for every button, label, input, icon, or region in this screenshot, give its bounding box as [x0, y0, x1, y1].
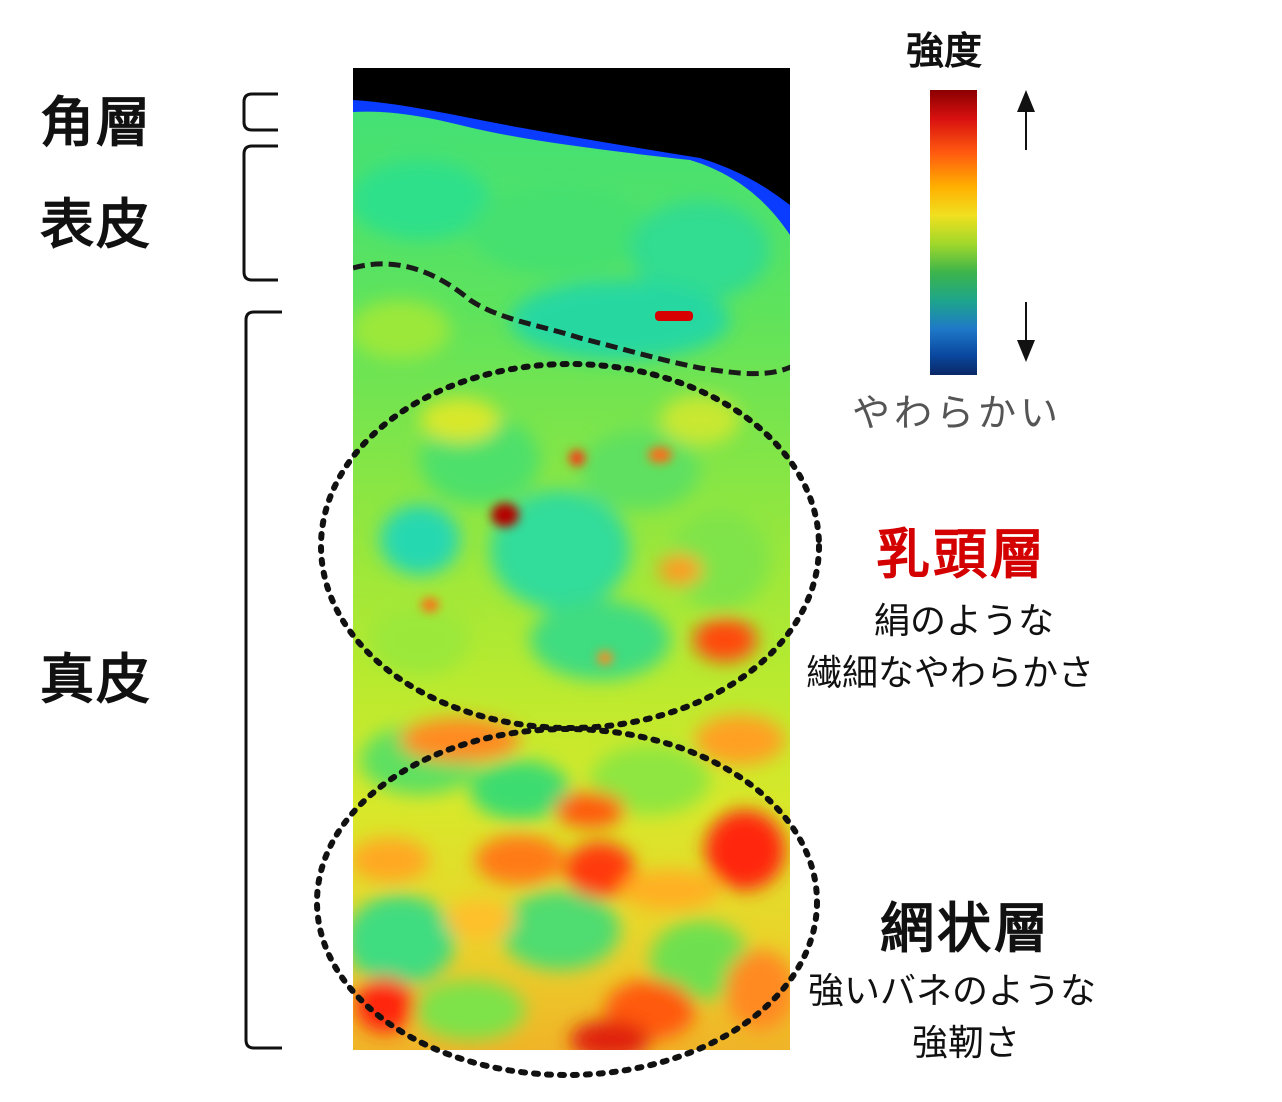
- epidermis-bracket: [242, 144, 278, 282]
- label-dermis: 真皮: [40, 648, 152, 711]
- reticular-layer-title: 網状層: [880, 897, 1051, 960]
- label-epidermis: 表皮: [40, 193, 152, 256]
- label-stratum-corneum: 角層: [40, 91, 152, 154]
- scale-bottom-label: やわらかい: [852, 391, 1063, 435]
- stratum-corneum-bracket: [242, 92, 278, 132]
- arrow-up-icon: [1017, 90, 1035, 150]
- reticular-layer-desc-line1: 強いバネのような: [808, 971, 1097, 1012]
- papillary-layer-desc-line2: 繊細なやわらかさ: [806, 653, 1095, 694]
- papillary-layer-title: 乳頭層: [876, 523, 1047, 586]
- arrow-down-icon: [1017, 302, 1035, 362]
- strength-color-scale: [930, 90, 977, 375]
- reticular-layer-desc-line2: 強靭さ: [912, 1023, 1021, 1064]
- dermis-bracket: [244, 310, 282, 1050]
- reticular-region-outline: [314, 726, 820, 1078]
- papillary-layer-desc-line1: 絹のような: [874, 601, 1055, 642]
- scale-title: 強度: [906, 29, 983, 73]
- elasticity-heatmap: [353, 68, 790, 1050]
